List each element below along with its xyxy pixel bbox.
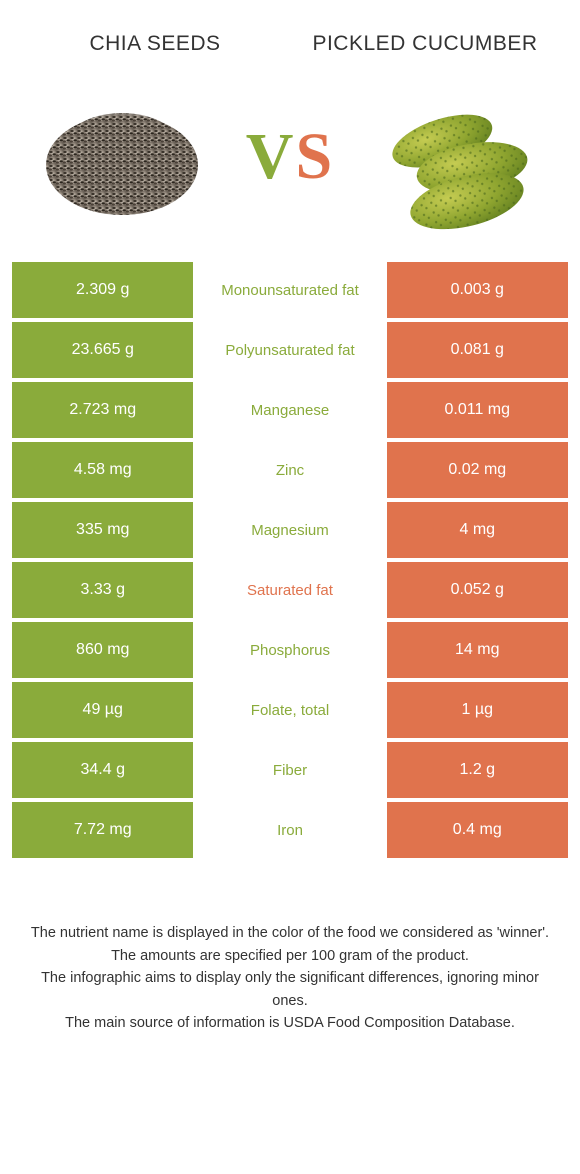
food2-image (378, 82, 538, 232)
footer-line: The amounts are specified per 100 gram o… (30, 945, 550, 967)
food1-value: 3.33 g (12, 562, 193, 618)
food2-value: 0.011 mg (387, 382, 568, 438)
food2-value: 1.2 g (387, 742, 568, 798)
table-row: 34.4 gFiber1.2 g (12, 742, 568, 798)
footer-line: The nutrient name is displayed in the co… (30, 922, 550, 944)
food1-value: 860 mg (12, 622, 193, 678)
comparison-table: 2.309 gMonounsaturated fat0.003 g23.665 … (0, 262, 580, 858)
table-row: 23.665 gPolyunsaturated fat0.081 g (12, 322, 568, 378)
nutrient-label: Saturated fat (196, 562, 383, 618)
food1-value: 23.665 g (12, 322, 193, 378)
food1-value: 4.58 mg (12, 442, 193, 498)
nutrient-label: Polyunsaturated fat (196, 322, 383, 378)
table-row: 49 µgFolate, total1 µg (12, 682, 568, 738)
vs-label: VS (246, 119, 334, 195)
food2-value: 0.003 g (387, 262, 568, 318)
footer-line: The main source of information is USDA F… (30, 1012, 550, 1034)
nutrient-label: Manganese (196, 382, 383, 438)
food1-value: 2.309 g (12, 262, 193, 318)
nutrient-label: Iron (196, 802, 383, 858)
footer-notes: The nutrient name is displayed in the co… (0, 862, 580, 1054)
food2-value: 0.4 mg (387, 802, 568, 858)
nutrient-label: Fiber (196, 742, 383, 798)
nutrient-label: Zinc (196, 442, 383, 498)
food1-value: 7.72 mg (12, 802, 193, 858)
food1-value: 49 µg (12, 682, 193, 738)
food2-value: 1 µg (387, 682, 568, 738)
food2-title: PICKLED CUCUMBER (290, 30, 560, 57)
food1-title: CHIA SEEDS (20, 30, 290, 57)
footer-line: The infographic aims to display only the… (30, 967, 550, 1012)
table-row: 2.723 mgManganese0.011 mg (12, 382, 568, 438)
nutrient-label: Monounsaturated fat (196, 262, 383, 318)
food2-value: 0.081 g (387, 322, 568, 378)
nutrient-label: Folate, total (196, 682, 383, 738)
food1-value: 34.4 g (12, 742, 193, 798)
food2-value: 14 mg (387, 622, 568, 678)
nutrient-label: Magnesium (196, 502, 383, 558)
nutrient-label: Phosphorus (196, 622, 383, 678)
vs-v: V (246, 120, 296, 193)
vs-s: S (295, 120, 334, 193)
food1-value: 2.723 mg (12, 382, 193, 438)
food2-value: 0.052 g (387, 562, 568, 618)
table-row: 3.33 gSaturated fat0.052 g (12, 562, 568, 618)
table-row: 2.309 gMonounsaturated fat0.003 g (12, 262, 568, 318)
header-row: CHIA SEEDS PICKLED CUCUMBER (0, 0, 580, 72)
food1-value: 335 mg (12, 502, 193, 558)
food1-image (42, 82, 202, 232)
table-row: 335 mgMagnesium4 mg (12, 502, 568, 558)
food2-value: 4 mg (387, 502, 568, 558)
images-row: VS (0, 72, 580, 262)
table-row: 7.72 mgIron0.4 mg (12, 802, 568, 858)
table-row: 4.58 mgZinc0.02 mg (12, 442, 568, 498)
table-row: 860 mgPhosphorus14 mg (12, 622, 568, 678)
infographic-container: CHIA SEEDS PICKLED CUCUMBER (0, 0, 580, 1055)
food2-value: 0.02 mg (387, 442, 568, 498)
